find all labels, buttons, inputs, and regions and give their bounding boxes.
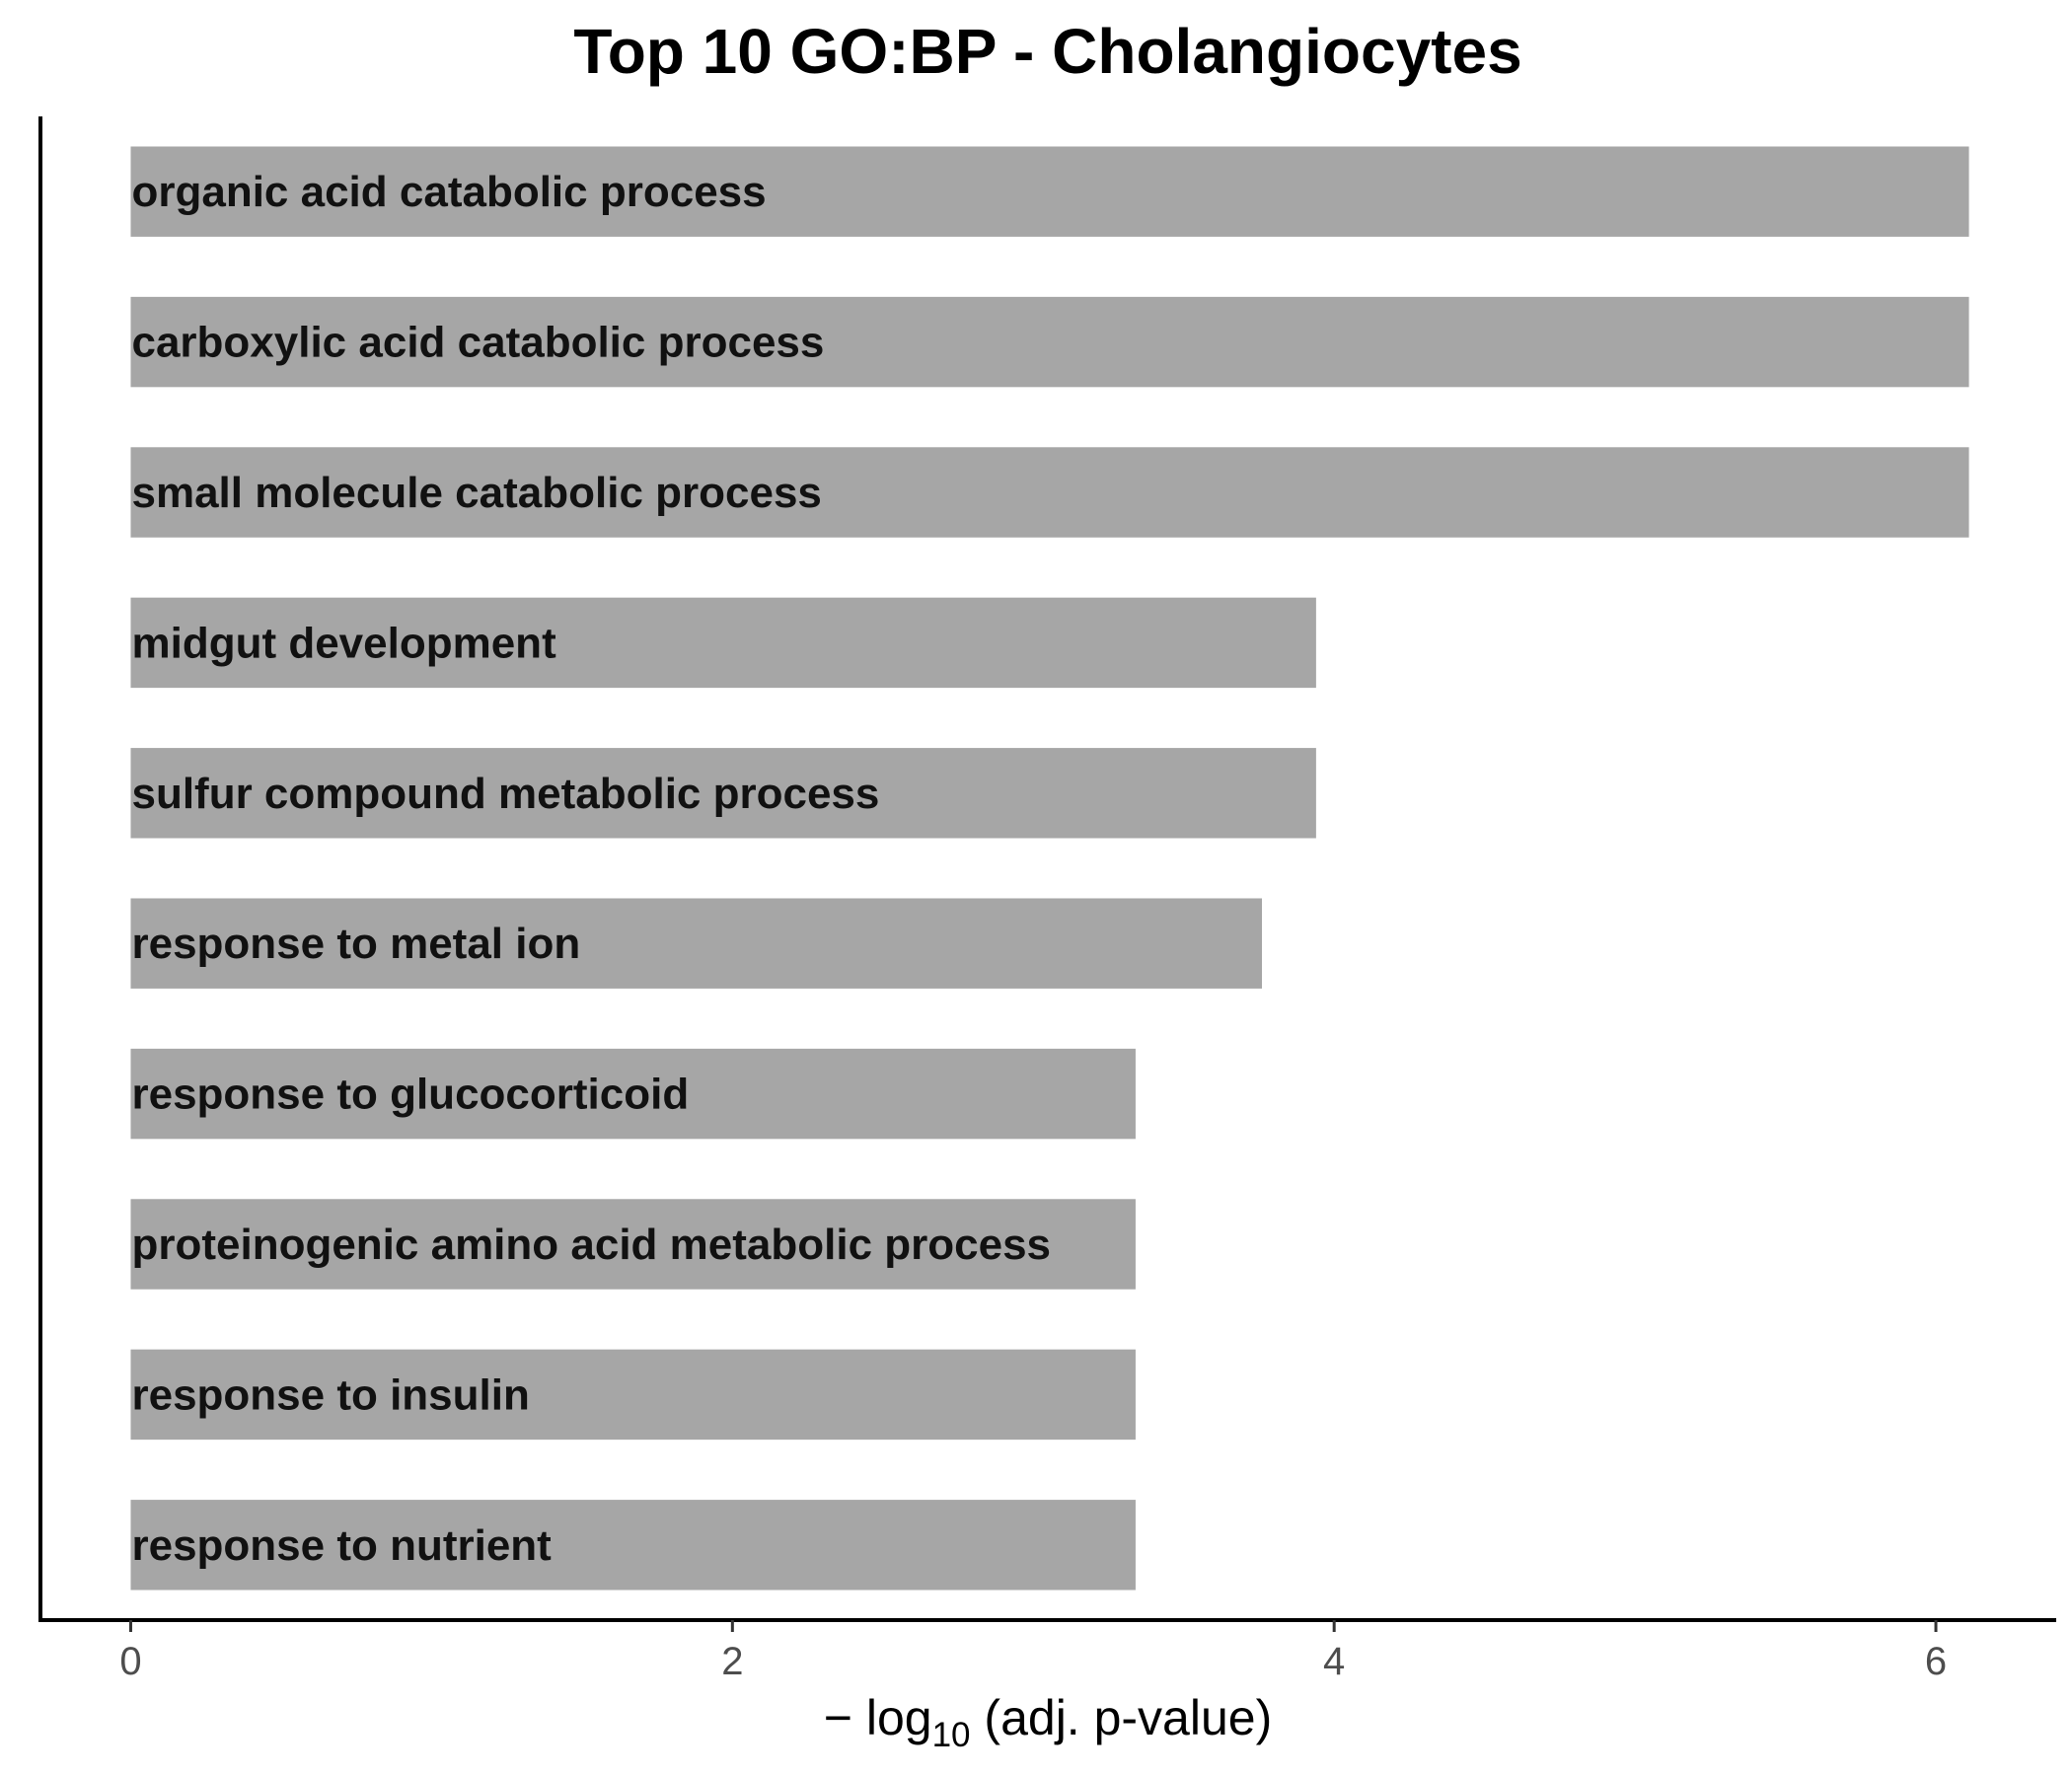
bar (130, 447, 1969, 538)
x-tick-label: 0 (119, 1640, 141, 1683)
bar-label: small molecule catabolic process (131, 469, 821, 517)
bar-labels-layer: organic acid catabolic process carboxylic… (131, 168, 1051, 1570)
bar-label: midgut development (131, 619, 556, 667)
x-tick-label: 2 (721, 1640, 743, 1683)
bar-label: response to glucocorticoid (131, 1071, 689, 1119)
bar (130, 597, 1316, 689)
bar (130, 146, 1969, 237)
bar (130, 748, 1316, 839)
bar (130, 898, 1262, 989)
x-tick-label: 6 (1925, 1640, 1947, 1683)
bar (130, 1199, 1136, 1290)
x-axis-title-prefix: − log (824, 1690, 932, 1745)
x-ticks-layer: 0 2 4 6 (119, 1620, 1947, 1683)
bar (130, 1349, 1136, 1441)
chart-title: Top 10 GO:BP - Cholangiocytes (573, 16, 1521, 87)
bar (130, 1048, 1136, 1140)
bar-label: carboxylic acid catabolic process (131, 319, 824, 367)
x-axis-title: − log10 (adj. p-value) (824, 1690, 1272, 1754)
bar-label: organic acid catabolic process (131, 168, 766, 216)
bars-layer (130, 146, 1969, 1591)
bar-label: response to metal ion (131, 920, 580, 968)
bar (130, 1500, 1136, 1591)
x-axis-title-subscript: 10 (932, 1716, 971, 1754)
bar (130, 296, 1969, 388)
bar-label: proteinogenic amino acid metabolic proce… (131, 1221, 1051, 1269)
bar-label: sulfur compound metabolic process (131, 770, 879, 818)
x-axis-title-suffix: (adj. p-value) (971, 1690, 1273, 1745)
bar-label: response to nutrient (131, 1521, 552, 1570)
bar-label: response to insulin (131, 1370, 529, 1419)
x-tick-label: 4 (1323, 1640, 1345, 1683)
